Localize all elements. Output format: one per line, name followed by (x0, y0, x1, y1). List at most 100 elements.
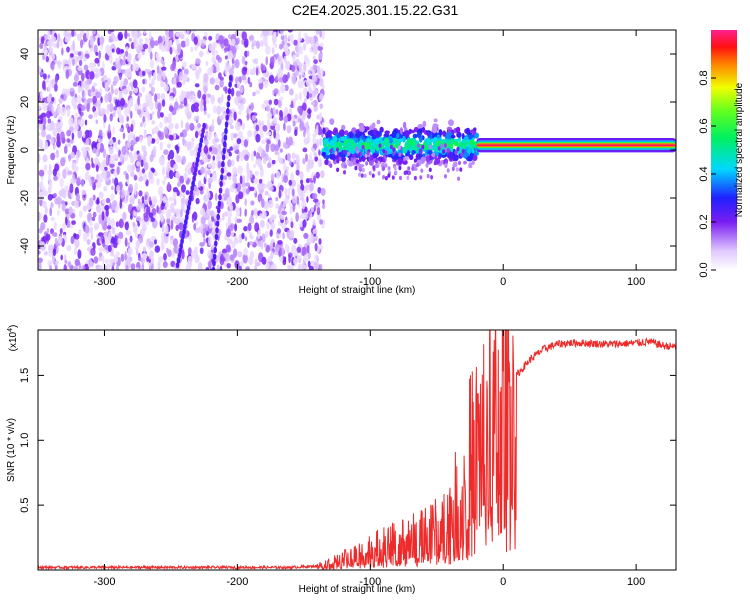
heatmap-cell (61, 47, 64, 56)
heatmap-cell (152, 145, 157, 156)
heatmap-cell (44, 34, 49, 40)
heatmap-cell (230, 87, 235, 97)
heatmap-cell (141, 168, 146, 174)
heatmap-cell (302, 219, 307, 228)
heatmap-cell (209, 173, 213, 178)
heatmap-cell (213, 225, 216, 233)
heatmap-cell (312, 55, 316, 61)
heatmap-cell (408, 170, 411, 176)
heatmap-cell (233, 96, 239, 104)
heatmap-cell (375, 144, 380, 152)
heatmap-cell (407, 166, 411, 171)
heatmap-cell (127, 164, 132, 173)
heatmap-cell (122, 88, 129, 95)
heatmap-cell (232, 173, 237, 183)
heatmap-cell (279, 43, 283, 50)
heatmap-cell (291, 179, 296, 187)
heatmap-cell (303, 73, 306, 78)
colorbar-label: Normalized spectral amplitude (734, 82, 745, 217)
heatmap-cell (203, 140, 209, 145)
x-tick-label: -100 (359, 276, 381, 288)
heatmap-cell (229, 52, 233, 59)
heatmap-cell (307, 210, 311, 218)
heatmap-cell (51, 62, 55, 71)
heatmap-cell (138, 190, 143, 197)
heatmap-cell (241, 122, 245, 130)
heatmap-cell (411, 166, 415, 171)
heatmap-cell (67, 261, 72, 268)
heatmap-cell (43, 214, 48, 223)
heatmap-cell (51, 96, 55, 102)
heatmap-cell (168, 134, 174, 140)
heatmap-cell (70, 151, 75, 159)
heatmap-cell (104, 258, 109, 264)
heatmap-cell (170, 63, 176, 72)
heatmap-cell (180, 238, 184, 245)
heatmap-cell (141, 145, 147, 152)
heatmap-cell (75, 57, 78, 66)
heatmap-cell (108, 138, 114, 146)
heatmap-cell (49, 43, 52, 54)
heatmap-cell (431, 125, 438, 134)
heatmap-cell (265, 105, 271, 112)
heatmap-cell (228, 239, 232, 245)
heatmap-cell (310, 101, 316, 106)
heatmap-cell (321, 204, 326, 209)
heatmap-cell (190, 30, 197, 33)
heatmap-cell (298, 62, 303, 68)
heatmap-cell (316, 65, 321, 74)
heatmap-cell (125, 46, 129, 51)
heatmap-cell (451, 166, 455, 171)
heatmap-cell (124, 30, 128, 40)
heatmap-cell (110, 84, 114, 93)
heatmap-cell (38, 169, 45, 177)
heatmap-cell (289, 88, 294, 96)
heatmap-cell (120, 253, 125, 262)
heatmap-cell (285, 136, 289, 145)
heatmap-cell (350, 157, 354, 162)
heatmap-cell (286, 152, 291, 162)
heatmap-cell (90, 157, 94, 163)
heatmap-cell (357, 131, 363, 137)
heatmap-cell (42, 154, 48, 163)
heatmap-cell (308, 85, 312, 93)
heatmap-cell (84, 80, 90, 85)
heatmap-cell (202, 152, 207, 163)
heatmap-cell (95, 180, 102, 189)
heatmap-cell (307, 57, 310, 67)
heatmap-cell (443, 143, 447, 148)
heatmap-cell (244, 60, 248, 66)
heatmap-cell (237, 165, 243, 175)
heatmap-cell (455, 126, 461, 133)
heatmap-cell (119, 73, 122, 81)
heatmap-cell (135, 216, 142, 222)
heatmap-cell (279, 255, 284, 262)
heatmap-cell (360, 173, 364, 178)
heatmap-cell (240, 157, 244, 162)
heatmap-cell (90, 247, 96, 256)
heatmap-cell (303, 254, 309, 262)
heatmap-cell (183, 172, 188, 182)
heatmap-cell (429, 154, 432, 160)
heatmap-cell (153, 72, 157, 81)
heatmap-cell (63, 254, 67, 261)
heatmap-cell (243, 247, 249, 256)
heatmap-cell (51, 53, 56, 60)
heatmap-cell (308, 93, 313, 98)
heatmap-cell (270, 264, 276, 270)
heatmap-cell (273, 144, 280, 152)
heatmap-cell (296, 246, 302, 253)
heatmap-cell (120, 97, 125, 107)
heatmap-cell (133, 174, 138, 181)
heatmap-cell (154, 93, 158, 102)
heatmap-cell (177, 142, 180, 147)
heatmap-cell (421, 144, 425, 150)
heatmap-cell (127, 241, 131, 248)
heatmap-cell (416, 162, 420, 168)
heatmap-cell (178, 104, 184, 109)
heatmap-cell (56, 209, 60, 216)
heatmap-cell (142, 79, 145, 85)
heatmap-cell (446, 126, 453, 131)
heatmap-cell (185, 122, 190, 132)
heatmap-cell (223, 134, 228, 141)
